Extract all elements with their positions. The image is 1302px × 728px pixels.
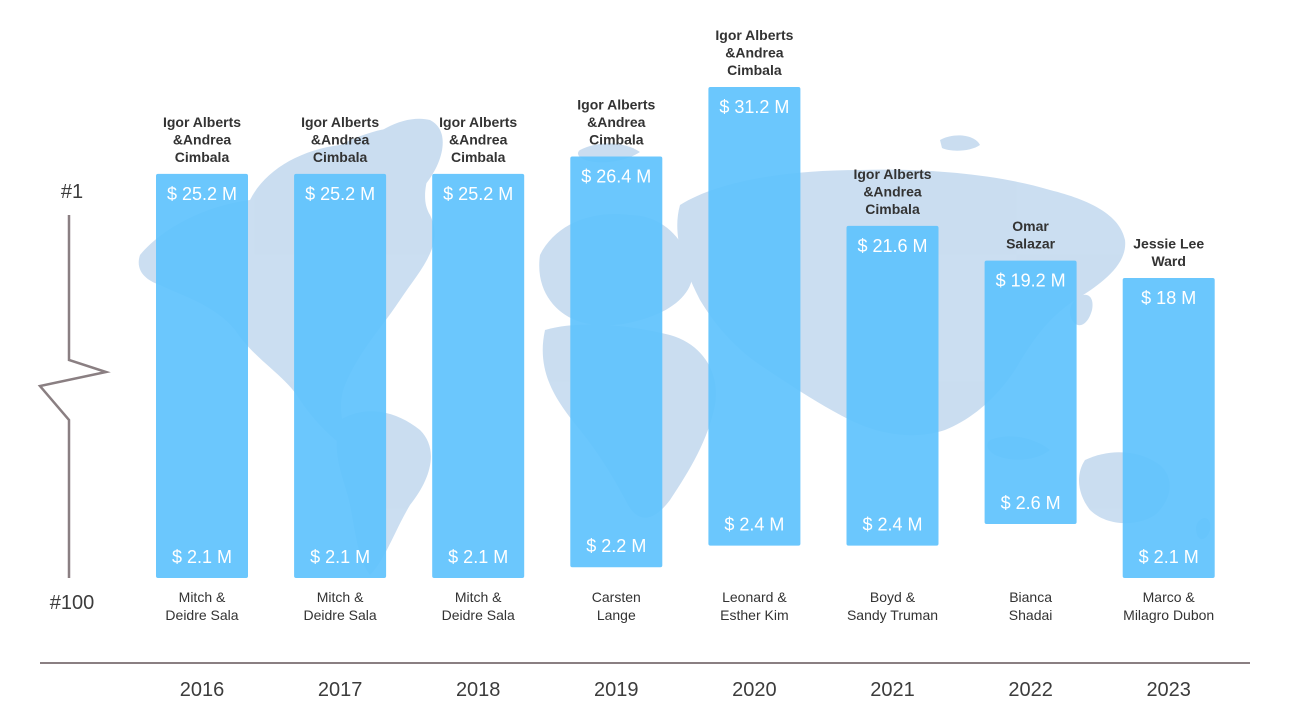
bar-top-value-2023: $ 18 M	[1141, 288, 1196, 308]
rank-bottom-label: #100	[50, 592, 95, 614]
top-name-2020-2: Cimbala	[727, 62, 782, 78]
top-name-2022-0: Omar	[1012, 218, 1049, 234]
top-name-2017-0: Igor Alberts	[301, 114, 379, 130]
bar-top-value-2021: $ 21.6 M	[857, 236, 927, 256]
bar-top-value-2019: $ 26.4 M	[581, 166, 651, 186]
bottom-name-2017-0: Mitch &	[317, 589, 364, 605]
bar-2022	[984, 260, 1077, 524]
top-name-2018-2: Cimbala	[451, 149, 506, 165]
bottom-name-2017-1: Deidre Sala	[304, 607, 377, 623]
bar-bottom-value-2017: $ 2.1 M	[310, 547, 370, 567]
bar-bottom-value-2016: $ 2.1 M	[172, 547, 232, 567]
bottom-name-2016-1: Deidre Sala	[165, 607, 238, 623]
top-name-2020-1: &Andrea	[725, 45, 784, 61]
bar-2017	[294, 173, 387, 578]
x-tick-2023: 2023	[1146, 679, 1191, 701]
top-name-2016-2: Cimbala	[175, 149, 230, 165]
top-name-2019-1: &Andrea	[587, 114, 646, 130]
bottom-name-2023-1: Milagro Dubon	[1123, 607, 1214, 623]
top-name-2023-0: Jessie Lee	[1133, 236, 1204, 252]
bar-bottom-value-2022: $ 2.6 M	[1001, 493, 1061, 513]
bottom-name-2021-1: Sandy Truman	[847, 607, 938, 623]
top-name-2016-0: Igor Alberts	[163, 114, 241, 130]
top-name-2022-1: Salazar	[1006, 236, 1056, 252]
bar-2020	[708, 87, 801, 546]
bottom-name-2023-0: Marco &	[1143, 589, 1196, 605]
bar-bottom-value-2021: $ 2.4 M	[862, 515, 922, 535]
x-tick-2021: 2021	[870, 679, 915, 701]
bar-top-value-2017: $ 25.2 M	[305, 184, 375, 204]
bottom-name-2021-0: Boyd &	[870, 589, 916, 605]
x-tick-2019: 2019	[594, 679, 639, 701]
bar-bottom-value-2019: $ 2.2 M	[586, 536, 646, 556]
top-name-2023-1: Ward	[1151, 253, 1185, 269]
bottom-name-2016-0: Mitch &	[179, 589, 226, 605]
bottom-name-2020-1: Esther Kim	[720, 607, 788, 623]
map-arctic-islands-2	[940, 135, 980, 151]
x-tick-2022: 2022	[1008, 679, 1053, 701]
bottom-name-2018-1: Deidre Sala	[442, 607, 515, 623]
bottom-name-2019-0: Carsten	[592, 589, 641, 605]
bar-2019	[570, 156, 663, 568]
top-name-2021-2: Cimbala	[865, 201, 920, 217]
bottom-name-2018-0: Mitch &	[455, 589, 502, 605]
rank-axis: #1 #100	[37, 181, 111, 614]
bar-2023	[1122, 278, 1215, 578]
x-tick-2018: 2018	[456, 679, 501, 701]
bar-top-value-2016: $ 25.2 M	[167, 184, 237, 204]
bottom-name-2022-0: Bianca	[1009, 589, 1052, 605]
top-name-2021-0: Igor Alberts	[853, 166, 931, 182]
top-name-2021-1: &Andrea	[863, 183, 922, 199]
bar-bottom-value-2020: $ 2.4 M	[724, 515, 784, 535]
top-name-2016-1: &Andrea	[173, 131, 232, 147]
rank-top-label: #1	[61, 181, 83, 203]
bar-bottom-value-2018: $ 2.1 M	[448, 547, 508, 567]
bar-2021	[846, 225, 939, 546]
bar-top-value-2022: $ 19.2 M	[996, 271, 1066, 291]
bottom-name-2019-1: Lange	[597, 607, 636, 623]
top-name-2020-0: Igor Alberts	[715, 27, 793, 43]
x-tick-2020: 2020	[732, 679, 777, 701]
rank-axis-line	[37, 215, 111, 578]
bar-top-value-2018: $ 25.2 M	[443, 184, 513, 204]
bar-bottom-value-2023: $ 2.1 M	[1139, 547, 1199, 567]
bar-top-value-2020: $ 31.2 M	[719, 97, 789, 117]
top-name-2017-2: Cimbala	[313, 149, 368, 165]
bar-2018	[432, 173, 525, 578]
top-name-2018-0: Igor Alberts	[439, 114, 517, 130]
top-name-2019-0: Igor Alberts	[577, 96, 655, 112]
top-name-2019-2: Cimbala	[589, 131, 644, 147]
bars-layer	[156, 87, 1215, 578]
bottom-name-2020-0: Leonard &	[722, 589, 787, 605]
bar-2016	[156, 173, 248, 578]
top-name-2018-1: &Andrea	[449, 131, 508, 147]
top-name-2017-1: &Andrea	[311, 131, 370, 147]
bottom-name-2022-1: Shadai	[1009, 607, 1053, 623]
x-tick-2017: 2017	[318, 679, 363, 701]
x-tick-2016: 2016	[180, 679, 225, 701]
